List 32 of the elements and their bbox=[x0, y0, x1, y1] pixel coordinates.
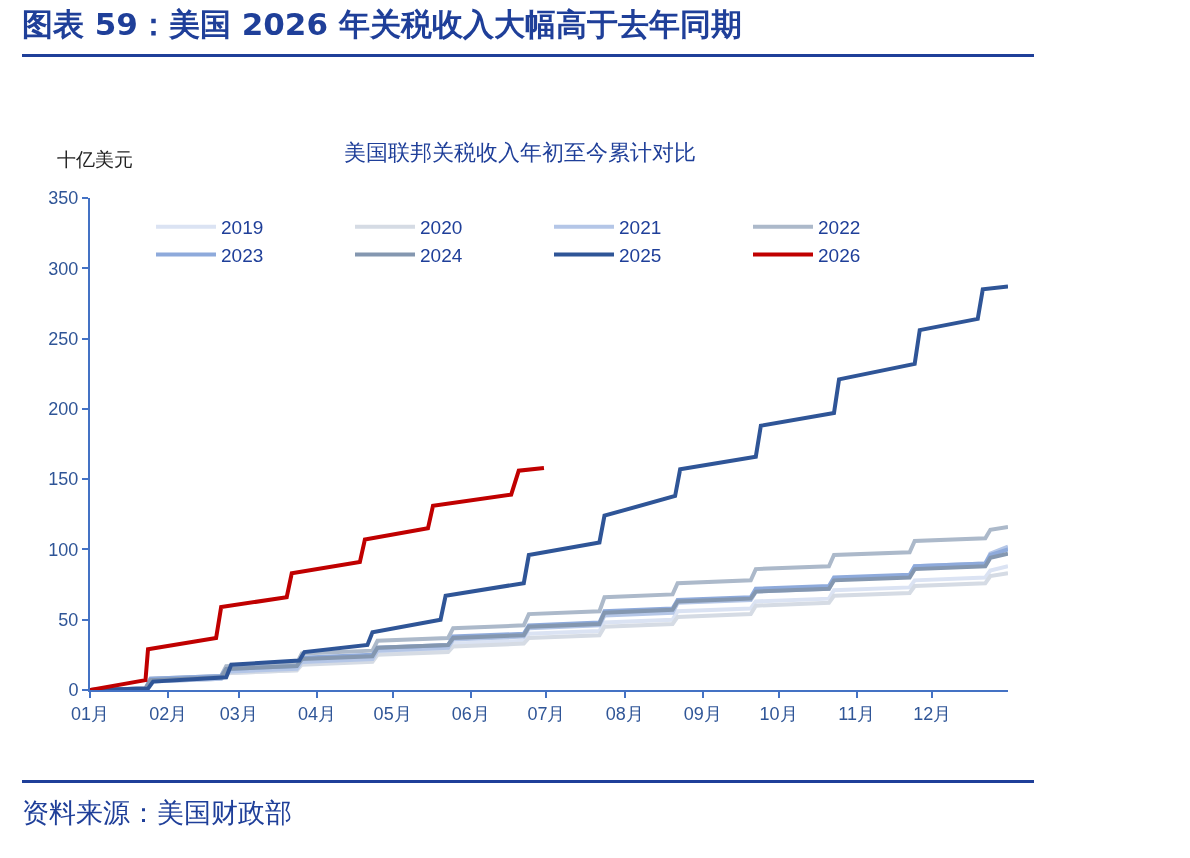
text: 资料来源：美国财政部 bbox=[22, 780, 1034, 831]
x-tick-label: 01月 bbox=[70, 703, 110, 724]
y-tick-label: 0 bbox=[68, 680, 79, 701]
legend-label: 2026 bbox=[818, 244, 861, 266]
y-tick-label: 50 bbox=[58, 610, 79, 631]
y-tick-label: 200 bbox=[48, 399, 79, 420]
chart-title: 图表 59：美国 2026 年关税收入大幅高于去年同期 bbox=[22, 4, 1034, 57]
chart-subtitle: 美国联邦关税收入年初至今累计对比 bbox=[344, 136, 696, 167]
x-tick-label: 05月 bbox=[373, 703, 412, 724]
x-tick-label: 03月 bbox=[219, 703, 258, 724]
x-tick-label: 10月 bbox=[759, 703, 798, 724]
legend-label: 2021 bbox=[619, 217, 662, 239]
legend-label: 2023 bbox=[221, 244, 264, 266]
y-tick-label: 250 bbox=[48, 328, 79, 349]
x-tick-label: 11月 bbox=[838, 703, 876, 724]
x-tick-label: 04月 bbox=[297, 703, 336, 724]
x-tick-label: 08月 bbox=[605, 703, 644, 724]
legend-label: 2019 bbox=[221, 217, 264, 239]
x-tick-label: 02月 bbox=[149, 703, 188, 724]
x-tick-label: 07月 bbox=[527, 703, 566, 724]
x-tick-label: 09月 bbox=[683, 703, 722, 724]
y-tick-label: 150 bbox=[48, 469, 79, 490]
x-tick-label: 12月 bbox=[913, 703, 952, 724]
y-tick-label: 300 bbox=[48, 258, 79, 279]
y-tick-label: 100 bbox=[48, 539, 79, 560]
y-tick-label: 350 bbox=[48, 188, 79, 209]
legend-label: 2020 bbox=[420, 217, 463, 239]
legend-label: 2025 bbox=[619, 244, 662, 266]
legend-label: 2024 bbox=[420, 244, 463, 266]
x-tick-label: 06月 bbox=[451, 703, 490, 724]
y-axis-title: 十亿美元 bbox=[57, 146, 133, 172]
legend-label: 2022 bbox=[818, 217, 861, 239]
